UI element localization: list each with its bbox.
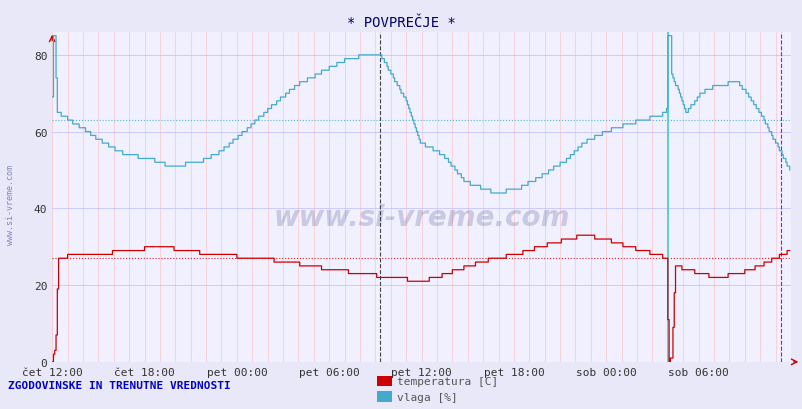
Text: temperatura [C]: temperatura [C] — [397, 376, 498, 386]
Text: www.si-vreme.com: www.si-vreme.com — [6, 164, 15, 245]
Text: * POVPREČJE *: * POVPREČJE * — [346, 16, 456, 29]
Text: ZGODOVINSKE IN TRENUTNE VREDNOSTI: ZGODOVINSKE IN TRENUTNE VREDNOSTI — [8, 380, 230, 390]
Text: vlaga [%]: vlaga [%] — [397, 392, 458, 402]
Text: www.si-vreme.com: www.si-vreme.com — [273, 203, 569, 231]
